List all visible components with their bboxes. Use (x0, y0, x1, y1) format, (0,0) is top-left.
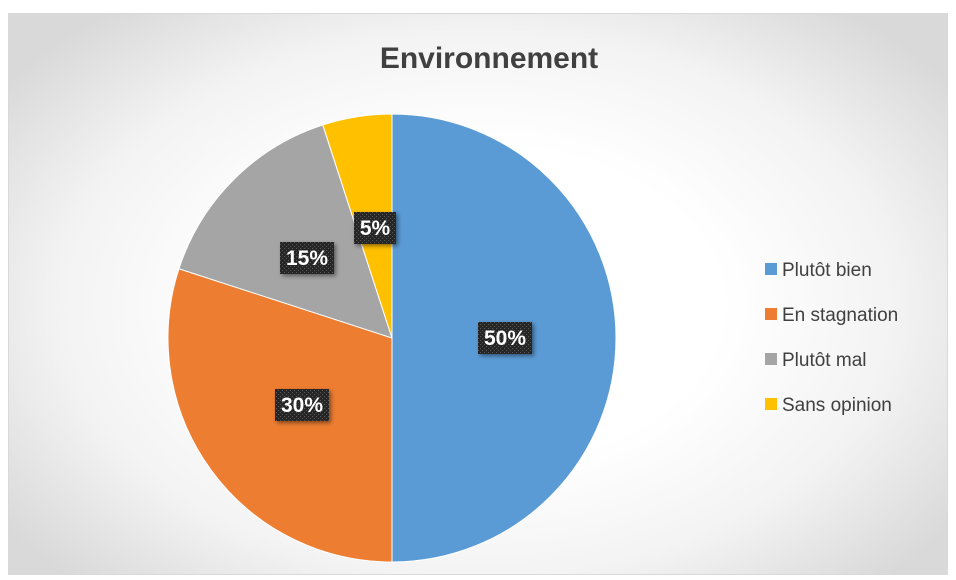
data-label-text: 5% (360, 217, 391, 240)
data-label-box (275, 389, 329, 421)
data-label-box (280, 242, 334, 274)
data-label-box (478, 322, 532, 354)
chart-title: Environnement (380, 42, 598, 75)
data-label-3: 5% (354, 212, 396, 244)
legend-label: En stagnation (782, 305, 898, 326)
pie-slice-2 (178, 124, 393, 339)
data-label-0: 50% (478, 322, 532, 354)
data-label-2: 15% (280, 242, 334, 274)
pie-slices (167, 113, 617, 563)
legend-item-3: Sans opinion (765, 395, 892, 416)
legend-item-0: Plutôt bien (765, 260, 872, 281)
data-label-text: 15% (286, 247, 328, 270)
legend: Plutôt bien En stagnation Plutôt mal Sans o… (765, 260, 898, 416)
legend-swatch (765, 308, 777, 320)
legend-swatch (765, 398, 777, 410)
legend-label: Plutôt mal (782, 350, 866, 371)
data-label-1: 30% (275, 389, 329, 421)
legend-label: Plutôt bien (782, 260, 872, 281)
legend-swatch (765, 353, 777, 365)
data-label-text: 30% (281, 394, 323, 417)
legend-item-2: Plutôt mal (765, 350, 866, 371)
legend-swatch (765, 263, 777, 275)
legend-label: Sans opinion (782, 395, 892, 416)
data-label-box (354, 212, 396, 244)
data-labels: 50% 30% 15% 5% (275, 212, 532, 421)
legend-item-1: En stagnation (765, 305, 898, 326)
data-label-text: 50% (484, 327, 526, 350)
